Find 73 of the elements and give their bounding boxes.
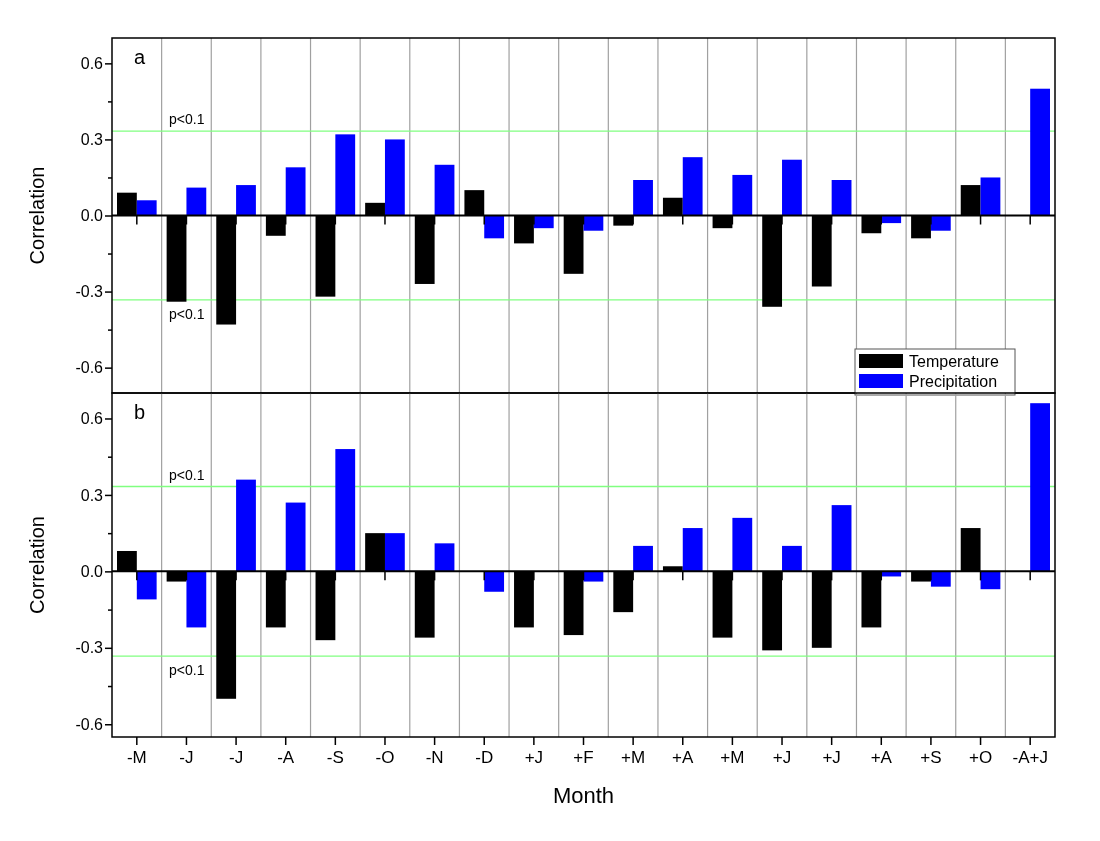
x-tick-label: -D bbox=[475, 748, 494, 768]
x-tick-label: +A bbox=[672, 748, 695, 768]
x-tick-label: +O bbox=[968, 748, 993, 768]
y-tick-label: 0.3 bbox=[80, 131, 104, 149]
bar bbox=[285, 502, 306, 572]
x-tick-label: +M bbox=[720, 748, 745, 768]
x-tick-label: +J bbox=[772, 748, 792, 768]
x-tick-label: -O bbox=[375, 748, 395, 768]
bar bbox=[782, 545, 802, 572]
bar bbox=[335, 449, 356, 572]
x-tick-label: -J bbox=[228, 748, 244, 768]
bar bbox=[236, 479, 256, 572]
bar bbox=[1030, 403, 1050, 572]
bar bbox=[236, 185, 256, 216]
chart-title: b bbox=[134, 401, 146, 423]
bar bbox=[782, 159, 802, 216]
ref-line-label: p<0.1 bbox=[169, 111, 205, 128]
bar bbox=[285, 167, 306, 216]
bar bbox=[633, 545, 653, 572]
x-tick-label: +A bbox=[870, 748, 893, 768]
ref-line-label: p<0.1 bbox=[169, 466, 205, 483]
x-tick-label: -M bbox=[126, 748, 147, 768]
y-tick-label: -0.3 bbox=[75, 283, 104, 301]
bar bbox=[484, 571, 505, 592]
bar bbox=[930, 571, 951, 587]
bar bbox=[980, 177, 1001, 216]
y-tick-label: 0.0 bbox=[80, 562, 104, 580]
bar bbox=[384, 139, 405, 216]
bar bbox=[136, 571, 157, 600]
bar bbox=[980, 571, 1001, 590]
y-tick-label: 0.6 bbox=[80, 54, 104, 72]
bar bbox=[732, 174, 753, 216]
bar bbox=[732, 517, 753, 572]
bar bbox=[186, 187, 207, 216]
x-tick-label: -A+J bbox=[1012, 748, 1048, 768]
bar bbox=[682, 157, 703, 216]
bar bbox=[930, 215, 951, 231]
bar bbox=[831, 180, 852, 216]
x-tick-label: -N bbox=[425, 748, 444, 768]
x-tick-label: +J bbox=[524, 748, 544, 768]
bar bbox=[682, 528, 703, 572]
x-tick-label: -J bbox=[179, 748, 194, 768]
legend-label: Temperature bbox=[909, 353, 999, 370]
bar bbox=[186, 571, 207, 628]
y-tick-label: 0.0 bbox=[80, 207, 104, 225]
bar bbox=[484, 215, 505, 239]
x-tick-label: -A bbox=[277, 748, 295, 768]
bar bbox=[1030, 88, 1050, 216]
legend-label: Precipitation bbox=[909, 373, 998, 390]
x-axis-title: Month bbox=[552, 783, 615, 808]
bar bbox=[434, 543, 455, 572]
bar bbox=[384, 533, 405, 572]
y-axis-title: Correlation bbox=[26, 166, 48, 265]
y-tick-label: -0.6 bbox=[75, 715, 104, 733]
y-tick-label: -0.3 bbox=[75, 639, 104, 657]
ref-line-label: p<0.1 bbox=[169, 305, 205, 322]
y-tick-label: 0.6 bbox=[80, 410, 104, 428]
bar bbox=[831, 505, 852, 572]
ref-line-label: p<0.1 bbox=[169, 662, 205, 679]
y-tick-label: 0.3 bbox=[80, 486, 104, 504]
chart-title: a bbox=[134, 46, 146, 68]
bar bbox=[136, 200, 157, 216]
x-tick-label: +J bbox=[822, 748, 841, 768]
x-tick-label: +M bbox=[621, 748, 646, 768]
bar bbox=[583, 571, 604, 582]
bar bbox=[434, 164, 455, 216]
x-tick-label: -S bbox=[326, 748, 344, 768]
x-tick-label: +F bbox=[573, 748, 594, 768]
y-tick-label: -0.6 bbox=[75, 359, 104, 377]
bar bbox=[335, 134, 356, 216]
bar bbox=[633, 180, 653, 216]
x-tick-label: +S bbox=[920, 748, 942, 768]
y-axis-title: Correlation bbox=[26, 516, 48, 614]
